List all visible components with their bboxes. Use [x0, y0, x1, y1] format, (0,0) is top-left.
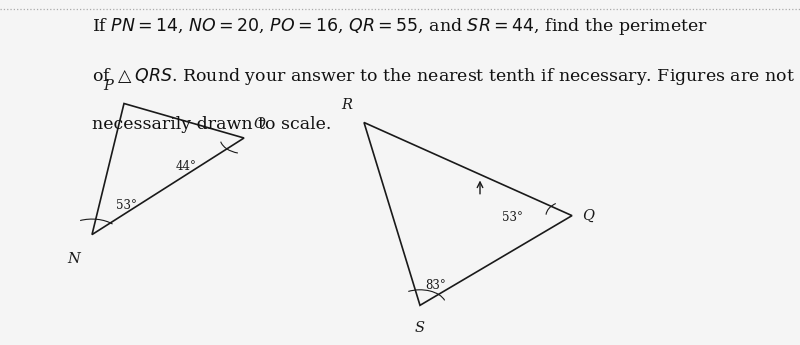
Text: P: P	[103, 79, 113, 93]
Text: 53°: 53°	[502, 211, 523, 224]
Text: N: N	[67, 252, 80, 266]
Text: O: O	[254, 117, 266, 131]
Text: Q: Q	[582, 209, 594, 223]
Text: R: R	[341, 98, 352, 112]
Text: 83°: 83°	[426, 278, 446, 292]
Text: 44°: 44°	[176, 160, 197, 174]
Text: If $PN = 14$, $NO = 20$, $PO = 16$, $QR = 55$, and $SR = 44$, find the perimeter: If $PN = 14$, $NO = 20$, $PO = 16$, $QR …	[92, 16, 708, 37]
Text: 53°: 53°	[116, 199, 137, 212]
Text: S: S	[415, 321, 425, 335]
Text: of $\triangle QRS$. Round your answer to the nearest tenth if necessary. Figures: of $\triangle QRS$. Round your answer to…	[92, 66, 794, 87]
Text: necessarily drawn to scale.: necessarily drawn to scale.	[92, 116, 331, 132]
